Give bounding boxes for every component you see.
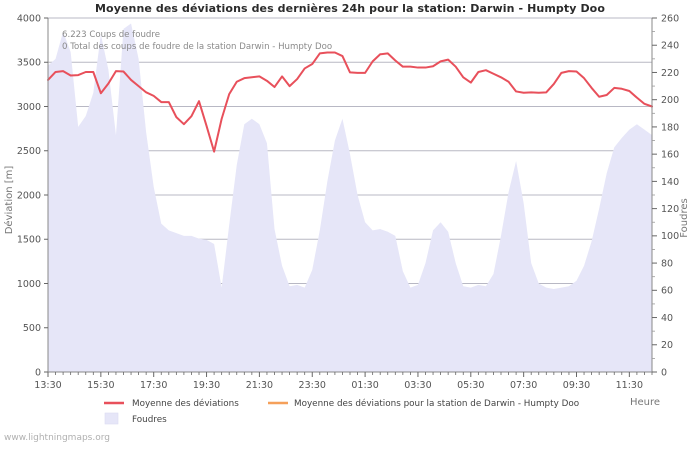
svg-text:220: 220 [661,68,679,79]
svg-text:0: 0 [35,367,41,378]
svg-text:2500: 2500 [17,146,41,157]
svg-text:01:30: 01:30 [351,380,378,391]
svg-text:19:30: 19:30 [193,380,220,391]
svg-text:0: 0 [661,367,667,378]
svg-text:500: 500 [23,323,41,334]
svg-text:09:30: 09:30 [563,380,590,391]
left-axis-ticks [44,17,48,373]
legend-label-deviation: Moyenne des déviations [132,398,239,409]
svg-text:2000: 2000 [17,190,41,201]
svg-text:120: 120 [661,204,679,215]
right-axis-ticks [652,17,657,373]
chart-title: Moyenne des déviations des dernières 24h… [94,2,605,15]
svg-text:13:30: 13:30 [34,380,61,391]
annotation-station-strokes: 0 Total des coups de foudre de la statio… [62,42,332,52]
legend: Moyenne des déviations Moyenne des dévia… [104,398,579,425]
svg-text:07:30: 07:30 [510,380,537,391]
y-axis-label: Déviation [m] [3,166,15,235]
tick-labels: 0 500 1000 1500 2000 2500 3000 3500 4000 0 20 40 60 8… [17,13,679,391]
svg-text:180: 180 [661,122,679,133]
svg-text:100: 100 [661,231,679,242]
legend-label-foudres: Foudres [132,415,167,425]
svg-text:03:30: 03:30 [404,380,431,391]
svg-text:4000: 4000 [17,13,41,24]
svg-text:23:30: 23:30 [299,380,326,391]
svg-text:60: 60 [661,286,673,297]
svg-text:160: 160 [661,150,679,161]
svg-text:20: 20 [661,340,673,351]
foudres-area-series [48,23,652,372]
svg-text:80: 80 [661,258,673,269]
legend-swatch-foudres [104,412,119,425]
svg-text:21:30: 21:30 [246,380,273,391]
svg-text:3000: 3000 [17,102,41,113]
svg-text:240: 240 [661,41,679,52]
legend-label-station-deviation: Moyenne des déviations pour la station d… [294,398,579,409]
svg-text:15:30: 15:30 [87,380,114,391]
y2-axis-label: Foudres [679,198,690,237]
svg-text:3500: 3500 [17,58,41,69]
svg-text:40: 40 [661,313,673,324]
svg-text:1000: 1000 [17,279,41,290]
deviation-line-series [47,51,653,153]
bottom-axis-ticks [47,372,653,377]
x-axis-label: Heure [630,397,660,408]
site-watermark: www.lightningmaps.org [4,433,110,443]
annotation-total-strokes: 6.223 Coups de foudre [62,30,160,40]
svg-text:200: 200 [661,95,679,106]
svg-text:140: 140 [661,177,679,188]
svg-text:11:30: 11:30 [616,380,643,391]
svg-text:1500: 1500 [17,235,41,246]
svg-text:260: 260 [661,13,679,24]
svg-text:17:30: 17:30 [140,380,167,391]
svg-text:05:30: 05:30 [457,380,484,391]
